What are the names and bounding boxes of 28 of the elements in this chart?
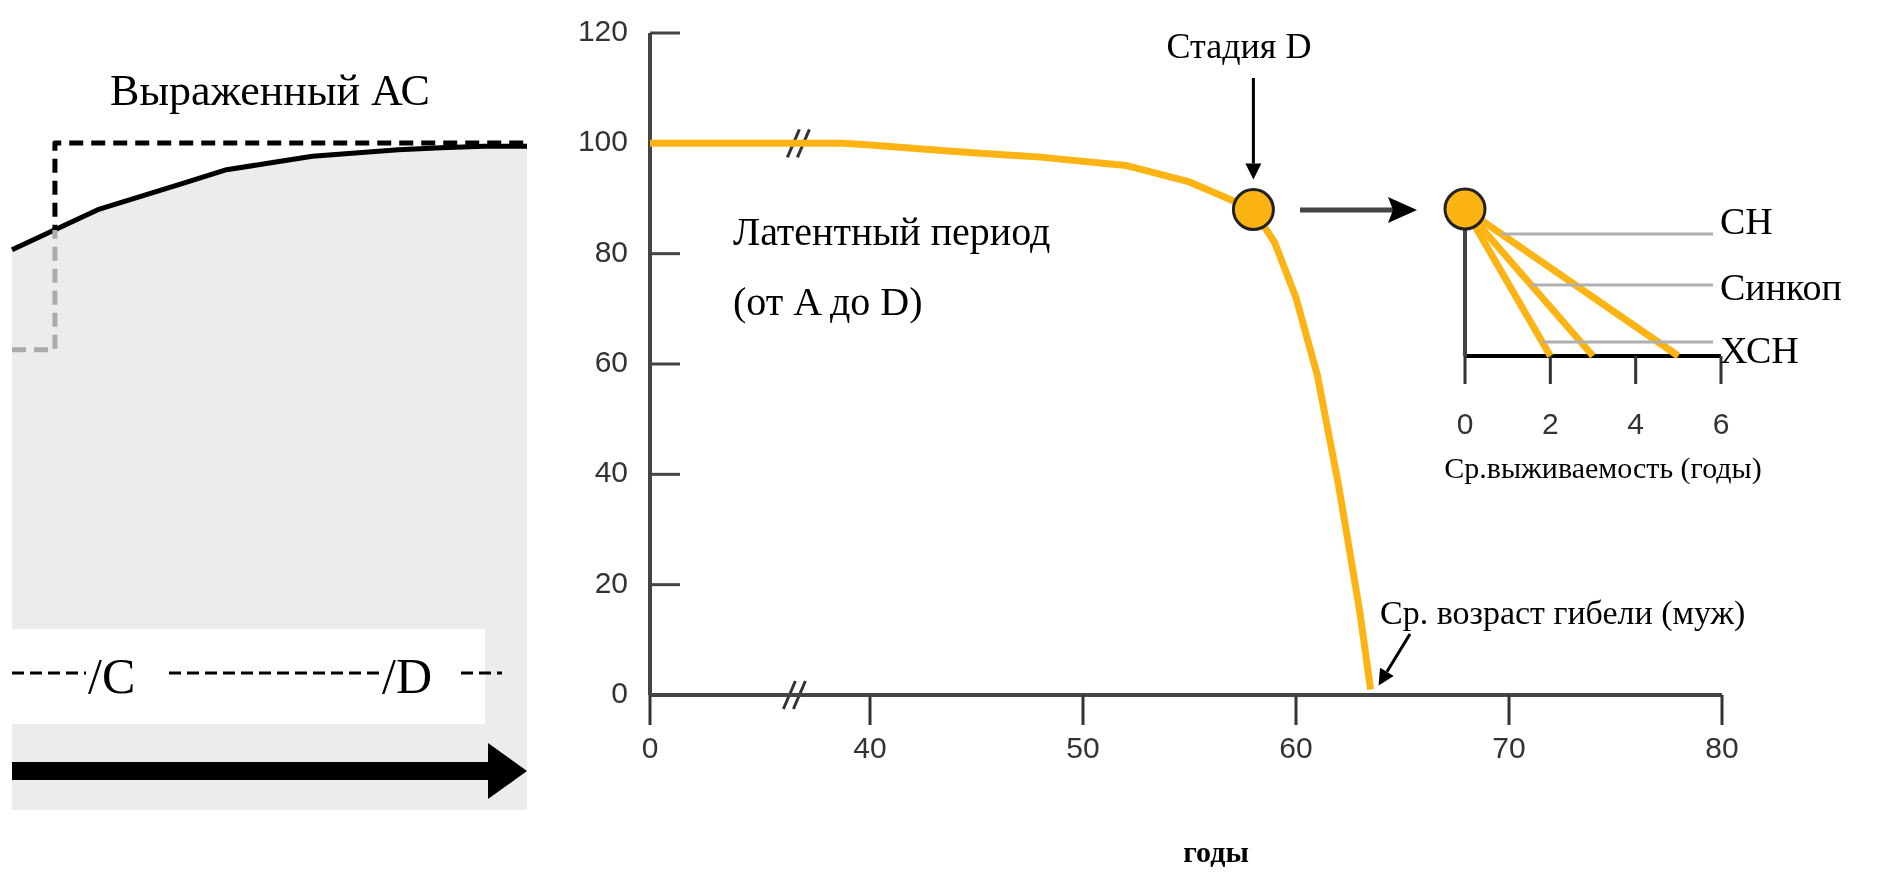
annotation: /C — [88, 648, 136, 704]
x-axis-title: Ср.выживаемость (годы) — [1444, 451, 1762, 485]
x-tick-label: 4 — [1627, 406, 1645, 440]
annotation: Латентный период (от A до D) — [733, 209, 1051, 324]
x-tick-label: 6 — [1712, 406, 1730, 440]
y-tick-label: 80 — [594, 234, 628, 268]
x-tick-label: 2 — [1541, 406, 1559, 440]
x-tick-label: 70 — [1492, 730, 1526, 764]
y-tick-label: 40 — [594, 455, 628, 489]
x-tick-label: 0 — [641, 730, 659, 764]
y-tick-label: 100 — [577, 124, 628, 158]
x-tick-label: 80 — [1705, 730, 1739, 764]
annotation: Стадия D — [1166, 26, 1312, 66]
x-tick-label: 50 — [1066, 730, 1100, 764]
text: СН — [1720, 199, 1773, 242]
text: ХСН — [1720, 328, 1799, 371]
text: Выраженный АС — [110, 66, 430, 115]
x-tick-label: 0 — [1456, 406, 1474, 440]
annotation: /D — [382, 648, 432, 704]
y-tick-label: 60 — [594, 344, 628, 378]
x-tick-label: 40 — [853, 730, 887, 764]
annotation: Ср. возраст гибели (муж) — [1380, 594, 1746, 632]
y-tick-label: 120 — [577, 13, 628, 47]
x-tick-label: 60 — [1279, 730, 1313, 764]
x-axis-title: годы — [1183, 835, 1249, 868]
text: Синкоп — [1720, 265, 1842, 308]
y-tick-label: 0 — [611, 675, 628, 709]
y-tick-label: 20 — [594, 565, 628, 599]
